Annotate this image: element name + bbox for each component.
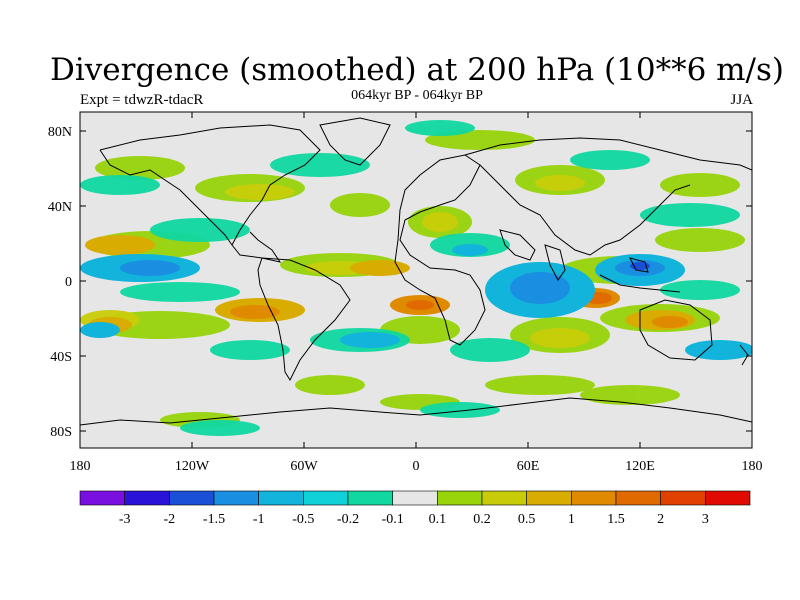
colorbar-swatch: [79, 490, 125, 506]
colorbar-label: -1: [253, 512, 265, 527]
map-panel: [79, 111, 753, 449]
colorbar-label: 2: [657, 512, 664, 527]
lon-tick-label: 60W: [290, 459, 318, 474]
colorbar-swatch: [705, 490, 751, 506]
colorbar-swatch: [213, 490, 259, 506]
colorbar-swatch: [124, 490, 170, 506]
colorbar-label: -3: [119, 512, 131, 527]
plot-title: Divergence (smoothed) at 200 hPa (10**6 …: [50, 52, 784, 88]
latitude-axis: 80N 40N 0 40S 80S: [48, 125, 752, 440]
coastlines: [80, 117, 752, 426]
colorbar-swatch: [481, 490, 527, 506]
colorbar-label: -1.5: [203, 512, 225, 527]
lon-tick-label: 60E: [517, 459, 540, 474]
lon-tick-label: 180: [742, 459, 763, 474]
colorbar-swatch: [571, 490, 617, 506]
lon-tick-label: 120E: [625, 459, 655, 474]
lon-tick-label: 180: [70, 459, 91, 474]
lat-tick-label: 0: [65, 275, 72, 290]
colorbar-label: 0.1: [429, 512, 447, 527]
colorbar: -3 -2 -1.5 -1 -0.5 -0.2 -0.1 0.1 0.2 0.5 1 1.5 2 3: [79, 490, 751, 527]
colorbar-swatch: [526, 490, 572, 506]
colorbar-label: -2: [163, 512, 175, 527]
lon-tick-label: 0: [413, 459, 420, 474]
colorbar-label: 0.5: [518, 512, 536, 527]
period-label: 064kyr BP - 064kyr BP: [351, 88, 483, 103]
divergence-field: [80, 120, 752, 436]
colorbar-swatch: [615, 490, 661, 506]
colorbar-label: -0.1: [382, 512, 404, 527]
colorbar-label: 1: [568, 512, 575, 527]
lat-tick-label: 80S: [50, 425, 72, 440]
lat-tick-label: 40N: [48, 200, 72, 215]
colorbar-swatch: [169, 490, 215, 506]
colorbar-swatch: [303, 490, 349, 506]
colorbar-swatch: [392, 490, 438, 506]
colorbar-swatch: [660, 490, 706, 506]
longitude-axis: 180 120W 60W 0 60E 120E 180: [70, 112, 763, 474]
colorbar-label: -0.5: [292, 512, 314, 527]
lon-tick-label: 120W: [175, 459, 210, 474]
colorbar-label: 3: [702, 512, 709, 527]
colorbar-label: 1.5: [607, 512, 625, 527]
season-label: JJA: [730, 92, 753, 108]
lat-tick-label: 40S: [50, 350, 72, 365]
colorbar-swatch: [347, 490, 393, 506]
experiment-label: Expt = tdwzR-tdacR: [80, 92, 204, 108]
colorbar-swatch: [437, 490, 483, 506]
lat-tick-label: 80N: [48, 125, 72, 140]
colorbar-label: 0.2: [473, 512, 491, 527]
colorbar-swatch: [258, 490, 304, 506]
colorbar-label: -0.2: [337, 512, 359, 527]
